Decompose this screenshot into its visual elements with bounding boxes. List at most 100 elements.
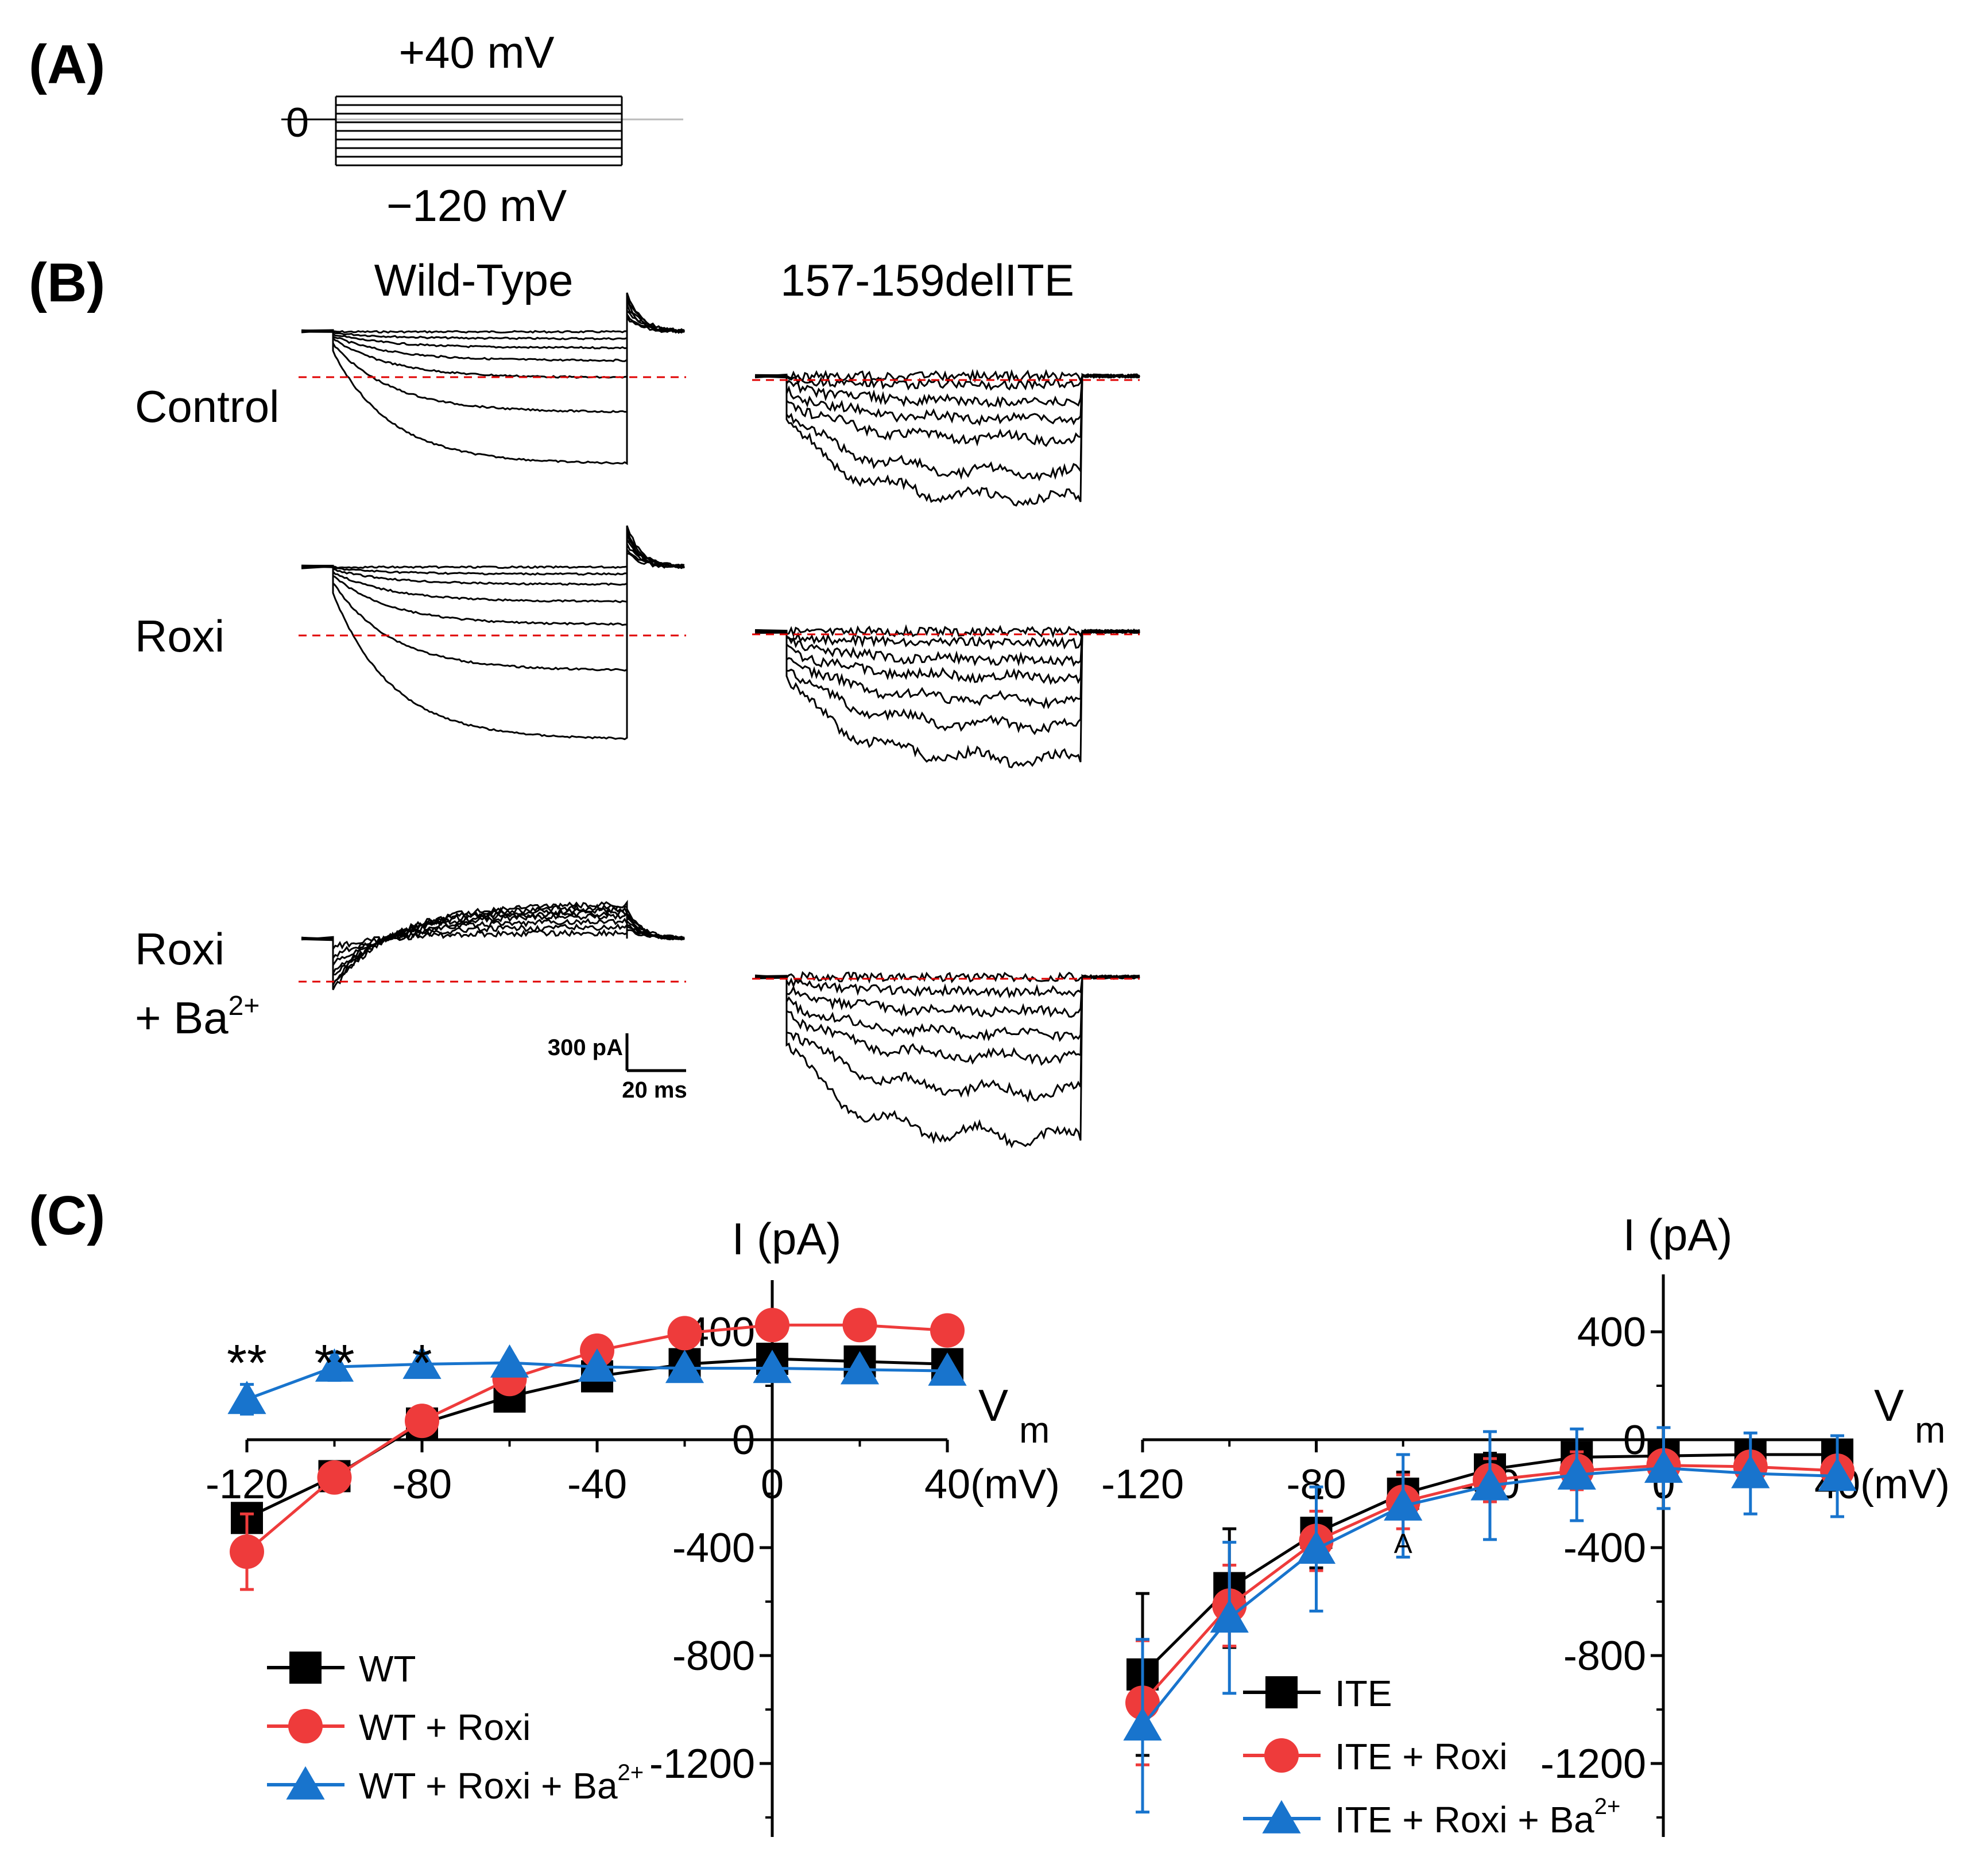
data-point-circle — [230, 1534, 264, 1569]
data-point-triangle — [1296, 1530, 1336, 1564]
significance-marker: ** — [314, 1335, 354, 1392]
row-label-control: Control — [135, 381, 279, 432]
current-trace — [754, 628, 1140, 650]
data-point-circle — [755, 1308, 789, 1343]
scale-bar-current-label: 300 pA — [548, 1035, 623, 1060]
current-trace — [754, 971, 1140, 984]
data-point-triangle — [665, 1350, 704, 1383]
current-trace — [754, 974, 1140, 1149]
current-trace — [754, 629, 1140, 735]
current-trace — [301, 900, 685, 990]
legend-label: ITE + Roxi — [1335, 1736, 1508, 1777]
trace-wt-roxi — [299, 525, 686, 741]
current-trace — [301, 304, 685, 362]
data-point-triangle — [315, 1348, 354, 1382]
current-trace — [301, 552, 685, 569]
trace-ite-roxi-ba — [752, 971, 1140, 1149]
x-tick-label: -80 — [392, 1462, 452, 1507]
x-axis-label-subscript: m — [1019, 1409, 1050, 1451]
current-traces — [299, 292, 1141, 1149]
data-point-triangle — [1644, 1449, 1683, 1483]
x-axis-label: V — [978, 1380, 1008, 1431]
series-ite-roxi-ba — [1123, 1426, 1857, 1814]
x-tick-label: 40 — [924, 1462, 970, 1507]
current-trace — [301, 314, 684, 334]
data-point-triangle — [1210, 1599, 1249, 1633]
data-point-triangle — [928, 1352, 967, 1386]
trace-ite-roxi — [752, 624, 1141, 769]
trace-ite-control — [752, 369, 1141, 507]
legend-marker-triangle — [286, 1766, 325, 1800]
column-title-wild-type: Wild-Type — [374, 255, 574, 305]
current-trace — [301, 536, 685, 603]
current-trace — [301, 546, 685, 576]
current-trace — [754, 974, 1140, 1042]
data-point-triangle — [490, 1344, 529, 1378]
data-point-circle — [405, 1404, 439, 1439]
x-axis-label-subscript: m — [1915, 1409, 1945, 1451]
significance-marker: ** — [227, 1335, 267, 1392]
legend: WT WT + Roxi WT + Roxi + Ba2+ — [267, 1648, 644, 1807]
scale-bar-time-label: 20 ms — [622, 1077, 687, 1103]
current-trace — [301, 525, 685, 741]
legend-marker-square — [1265, 1676, 1298, 1708]
protocol-bottom-label: −120 mV — [386, 180, 567, 231]
current-trace — [754, 373, 1140, 507]
current-trace — [754, 629, 1140, 769]
legend: ITE ITE + Roxi ITE + Roxi + Ba2+ — [1243, 1673, 1620, 1840]
column-title-ite: 157-159delITE — [780, 255, 1074, 305]
trace-wt-roxi-ba — [299, 900, 686, 990]
legend-label: WT + Roxi + Ba2+ — [359, 1760, 644, 1807]
x-axis-unit: (mV) — [1860, 1462, 1950, 1507]
data-point-triangle — [227, 1381, 266, 1414]
current-trace — [754, 373, 1140, 482]
current-trace — [754, 369, 1140, 383]
data-point-triangle — [1123, 1707, 1162, 1741]
protocol-top-label: +40 mV — [399, 27, 555, 77]
y-tick-label: -400 — [672, 1525, 755, 1571]
x-tick-label: 0 — [761, 1462, 784, 1507]
current-trace — [754, 975, 1140, 1103]
current-trace — [754, 629, 1140, 667]
data-point-circle — [930, 1313, 965, 1348]
x-tick-label: -120 — [1101, 1462, 1184, 1507]
current-trace — [754, 974, 1140, 1018]
protocol-zero-label: 0 — [286, 100, 309, 146]
data-point-triangle — [753, 1350, 792, 1383]
data-point-triangle — [1731, 1455, 1770, 1489]
data-point-triangle — [1818, 1458, 1857, 1491]
data-point-circle — [667, 1316, 702, 1351]
y-tick-label: -400 — [1563, 1525, 1646, 1571]
data-point-triangle — [578, 1348, 617, 1382]
x-axis-label: V — [1874, 1380, 1904, 1431]
current-trace — [754, 974, 1140, 999]
y-tick-label: -800 — [1563, 1633, 1646, 1679]
data-point-triangle — [1557, 1456, 1596, 1490]
trace-wt-control — [299, 292, 686, 466]
row-label-roxi-ba-line1: Roxi — [135, 924, 224, 974]
current-trace — [301, 308, 685, 350]
current-trace — [754, 373, 1140, 427]
y-tick-label: -1200 — [649, 1741, 755, 1787]
data-point-circle — [317, 1460, 352, 1495]
protocol-steps — [281, 95, 623, 166]
legend-label: WT + Roxi — [359, 1707, 531, 1748]
data-point-circle — [842, 1308, 877, 1343]
data-point-triangle — [1384, 1487, 1423, 1521]
current-trace — [754, 373, 1141, 409]
current-trace — [301, 292, 685, 466]
legend-label: WT — [359, 1648, 416, 1689]
panel-label-b: (B) — [29, 252, 105, 313]
data-point-triangle — [840, 1351, 880, 1385]
y-tick-label: 400 — [1577, 1309, 1646, 1355]
annotation-label: A — [1394, 1529, 1412, 1559]
legend-marker-triangle — [1262, 1800, 1301, 1834]
current-trace — [754, 629, 1140, 710]
series-wt-roxi-ba — [227, 1344, 967, 1416]
current-trace — [754, 974, 1140, 1066]
current-trace — [754, 373, 1140, 447]
